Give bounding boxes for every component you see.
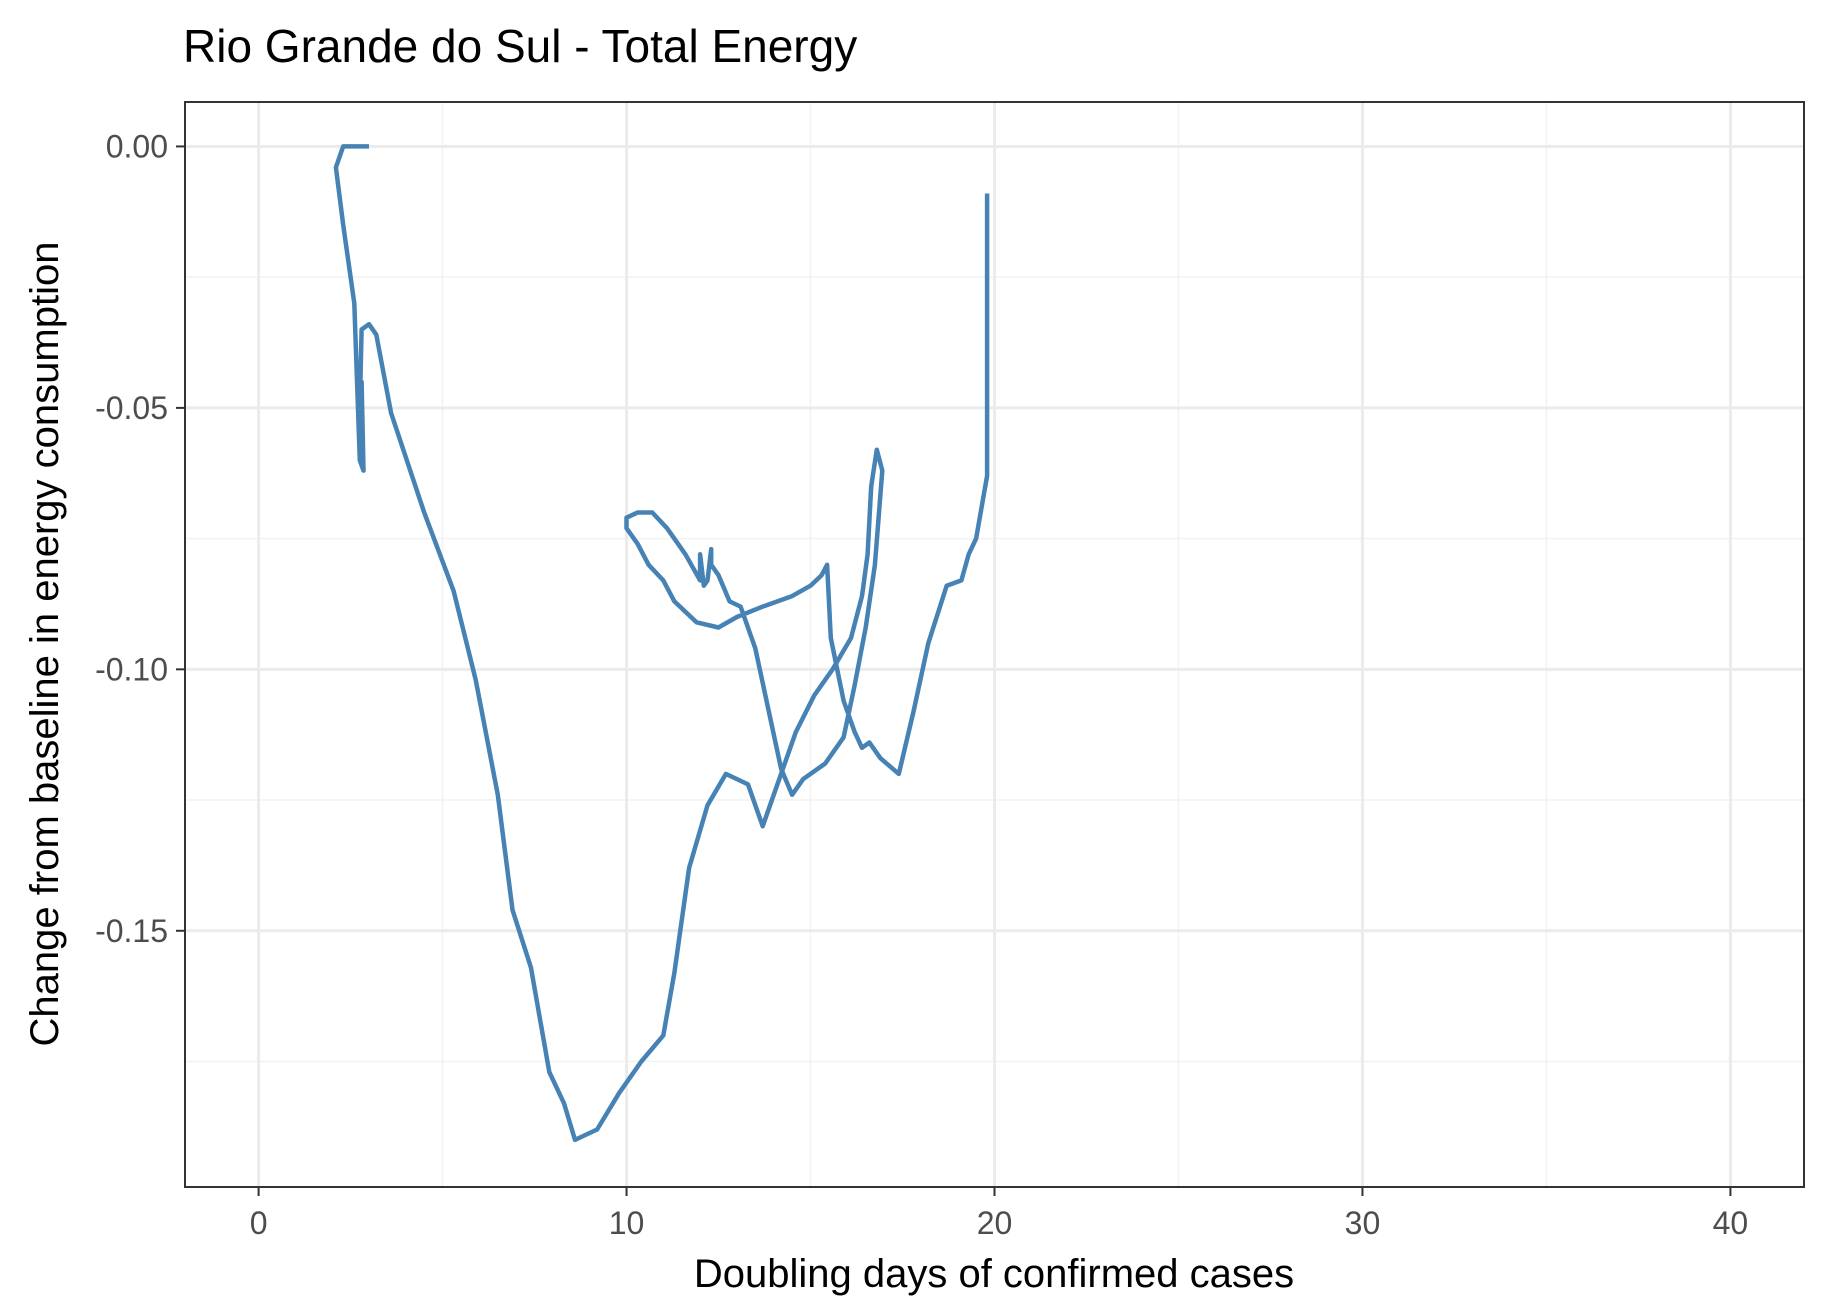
y-tick-label: -0.05 bbox=[95, 390, 168, 426]
grid-lines bbox=[185, 102, 1804, 1187]
x-axis-ticks: 0 10 20 30 40 bbox=[250, 1187, 1749, 1241]
y-tick-label: -0.10 bbox=[95, 651, 168, 687]
chart-title: Rio Grande do Sul - Total Energy bbox=[183, 20, 857, 72]
series-layer bbox=[333, 144, 990, 1143]
series-line bbox=[333, 144, 990, 1143]
x-tick-label: 20 bbox=[977, 1205, 1013, 1241]
x-tick-label: 30 bbox=[1345, 1205, 1381, 1241]
x-tick-label: 0 bbox=[250, 1205, 268, 1241]
x-tick-label: 10 bbox=[609, 1205, 645, 1241]
y-tick-label: 0.00 bbox=[106, 128, 168, 164]
y-axis-ticks: 0.00 -0.05 -0.10 -0.15 bbox=[95, 128, 185, 949]
y-axis-label: Change from baseline in energy consumpti… bbox=[23, 242, 67, 1047]
x-tick-label: 40 bbox=[1713, 1205, 1749, 1241]
x-axis-label: Doubling days of confirmed cases bbox=[694, 1252, 1294, 1296]
y-tick-label: -0.15 bbox=[95, 913, 168, 949]
